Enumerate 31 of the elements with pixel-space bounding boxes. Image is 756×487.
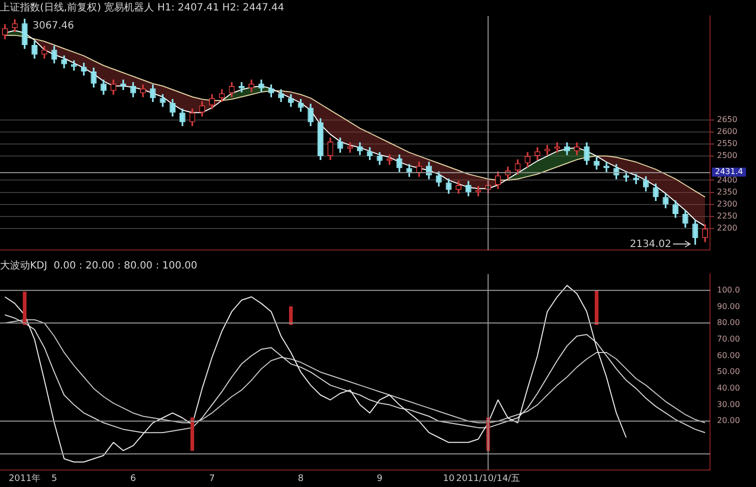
- y-tick-label: 50.00: [717, 367, 740, 376]
- chart-title: 大波动KDJ 0.00 : 20.00 : 80.00 : 100.00: [0, 260, 198, 272]
- x-tick-label: 8: [298, 474, 304, 484]
- x-tick-label: 9: [376, 474, 383, 484]
- x-tick-label: 2011年: [8, 472, 41, 484]
- y-tick-label: 2200: [717, 224, 738, 233]
- x-tick-label: 7: [209, 474, 215, 484]
- y-tick-label: 30.00: [717, 400, 740, 409]
- y-tick-label: 90.00: [717, 302, 740, 311]
- y-tick-label: 2350: [717, 187, 738, 196]
- y-tick-label: 70.00: [717, 334, 740, 344]
- y-tick-label: 2500: [717, 151, 738, 160]
- chart-title: 上证指数(日线,前复权) 宽易机器人 H1: 2407.41 H2: 2447.44: [0, 2, 284, 14]
- y-tick-label: 2650: [717, 114, 738, 124]
- y-tick-label: 2250: [717, 211, 738, 220]
- x-tick-label: 6: [130, 474, 136, 484]
- y-tick-label: 80.00: [717, 318, 740, 328]
- y-tick-label: 2300: [717, 199, 738, 208]
- y-tick-label: 100.0: [717, 285, 740, 294]
- y-tick-label: 40.00: [717, 384, 740, 393]
- x-tick-label: 2011/10/14/五: [456, 474, 520, 484]
- y-tick-label: 2550: [717, 139, 738, 148]
- y-tick-label: 60.00: [717, 350, 740, 360]
- y-tick-label: 2400: [717, 175, 738, 184]
- ref-line-label: 2431.4: [715, 167, 743, 176]
- y-tick-label: 20.00: [717, 416, 740, 426]
- x-tick-label: 10: [442, 474, 455, 484]
- x-tick-label: 5: [51, 474, 58, 484]
- annotation: 3067.46: [32, 20, 74, 32]
- y-tick-label: 2600: [717, 126, 738, 136]
- annotation: 2134.02: [630, 238, 672, 250]
